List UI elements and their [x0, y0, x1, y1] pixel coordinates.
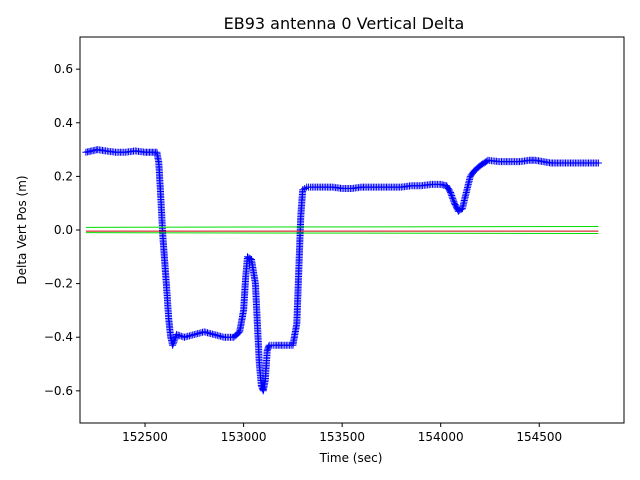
y-tick-label: 0.4	[54, 116, 73, 130]
y-tick-label: −0.6	[44, 384, 73, 398]
x-axis-label: Time (sec)	[319, 451, 383, 465]
x-tick-label: 154500	[516, 430, 562, 444]
plot-area	[82, 146, 602, 395]
series-1-line	[85, 226, 599, 228]
y-tick-label: 0.6	[54, 62, 73, 76]
chart-title: EB93 antenna 0 Vertical Delta	[224, 14, 465, 33]
x-tick-label: 153500	[319, 430, 365, 444]
y-tick-label: −0.2	[44, 277, 73, 291]
x-tick-label: 154000	[418, 430, 464, 444]
y-tick-label: 0.0	[54, 223, 73, 237]
series-0-line	[85, 148, 599, 394]
axes: 152500 153000 153500 154000 154500 −0.6 −0.4 −0…	[44, 36, 625, 444]
x-tick-label: 153000	[221, 430, 267, 444]
plot-content	[82, 146, 602, 395]
y-axis-label: Delta Vert Pos (m)	[15, 175, 29, 284]
series-2-line	[85, 232, 599, 234]
y-tick-label: 0.2	[54, 169, 73, 183]
x-tick-label: 152500	[122, 430, 168, 444]
y-tick-label: −0.4	[44, 330, 73, 344]
